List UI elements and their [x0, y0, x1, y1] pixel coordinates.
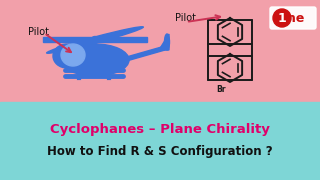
Bar [43, 37, 147, 42]
Text: Br: Br [216, 85, 226, 94]
Polygon shape [123, 46, 165, 62]
Ellipse shape [53, 44, 81, 68]
Text: Pilot: Pilot [175, 13, 196, 23]
FancyBboxPatch shape [270, 7, 316, 29]
Ellipse shape [61, 44, 85, 66]
Circle shape [273, 9, 291, 27]
Ellipse shape [92, 37, 99, 44]
Bar [0, 102, 320, 180]
Text: 1: 1 [278, 12, 286, 24]
Ellipse shape [47, 27, 143, 53]
Ellipse shape [61, 44, 129, 76]
Text: Pilot: Pilot [28, 27, 49, 37]
Text: Cyclophanes – Plane Chirality: Cyclophanes – Plane Chirality [50, 123, 270, 136]
Polygon shape [159, 34, 169, 50]
Text: ne: ne [287, 12, 305, 24]
Text: How to Find R & S Configuration ?: How to Find R & S Configuration ? [47, 145, 273, 159]
Ellipse shape [164, 34, 170, 50]
